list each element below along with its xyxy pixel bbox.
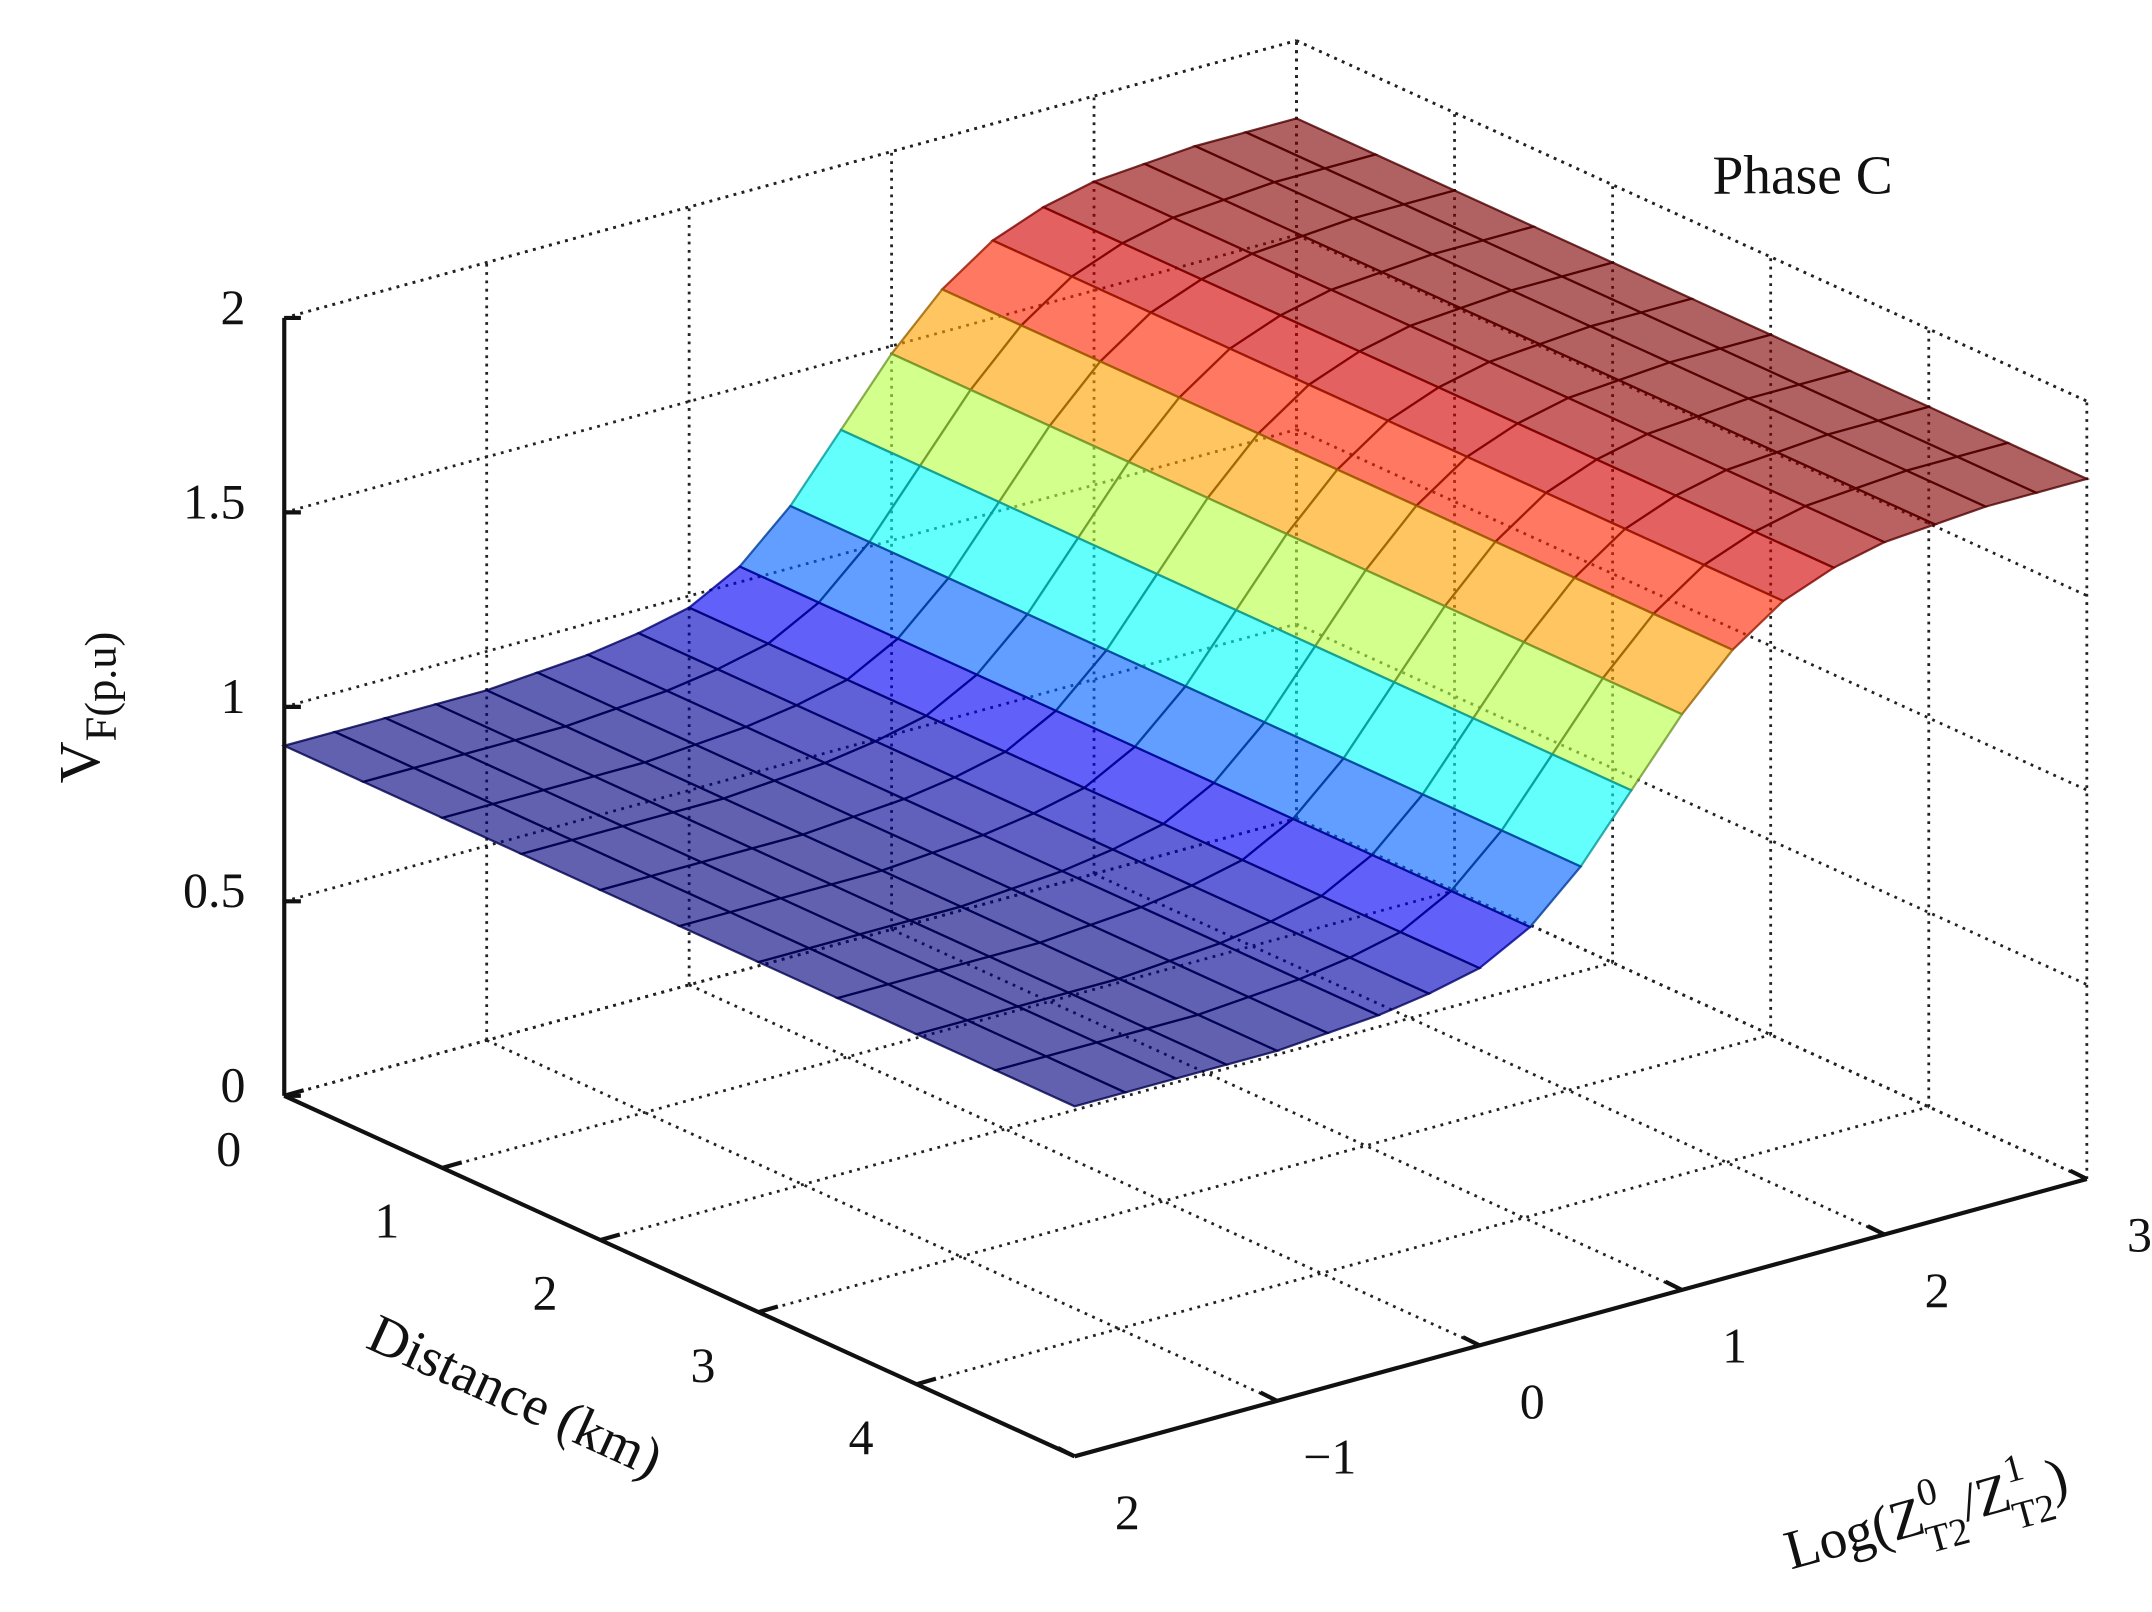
y-title-part: Log(Z	[1778, 1485, 1931, 1581]
x-tick	[757, 1304, 779, 1315]
x-tick	[283, 1088, 305, 1098]
y-tick-label: 2	[1115, 1485, 1140, 1540]
grid-line	[1295, 817, 2088, 1181]
grid-line	[1295, 622, 2088, 986]
grid-line	[600, 961, 1613, 1242]
y-axis-title: Log(Z0T2/Z1T2)	[1775, 1435, 2079, 1599]
grid-line	[486, 1039, 1278, 1403]
y-tick	[1057, 1446, 1076, 1459]
y-tick-label: 2	[1925, 1263, 1950, 1318]
y-axis	[1074, 1176, 2088, 1459]
x-tick	[599, 1232, 621, 1243]
x-axis-title: Distance (km)	[359, 1302, 672, 1488]
y-tick-label: 1	[1722, 1318, 1747, 1373]
y-tick-label: −1	[1303, 1429, 1356, 1484]
surface-cell	[992, 1055, 1129, 1108]
z-title-base: V	[47, 741, 112, 783]
y-tick	[1866, 1224, 1886, 1237]
x-tick-label: 4	[849, 1410, 874, 1465]
z-tick-label: 2	[220, 280, 245, 335]
grid-line	[758, 1033, 1772, 1314]
y-tick	[1461, 1335, 1481, 1348]
z-axis-title: VF(p.u)	[47, 632, 125, 784]
x-tick-label: 1	[374, 1194, 399, 1249]
z-title-sub: F(p.u)	[76, 632, 126, 742]
axis-layer: 0 0.5 1 1.5 2 0 1 2 3 4 2 −1 0 1 2 3	[183, 280, 2152, 1540]
x-tick-label: 3	[691, 1338, 716, 1393]
z-tick-label: 0.5	[183, 863, 245, 918]
x-tick-label: 0	[216, 1121, 241, 1176]
y-tick-label: 0	[1520, 1374, 1545, 1429]
z-tick-label: 0	[220, 1058, 245, 1113]
grid-line	[916, 1105, 1930, 1386]
annotation: Phase C	[1712, 144, 1892, 205]
y-tick	[1259, 1390, 1278, 1403]
grid-line	[688, 983, 1481, 1347]
grid-line	[891, 928, 1683, 1292]
x-tick-label: 2	[532, 1266, 557, 1321]
grid-line	[283, 39, 1297, 320]
grid-line	[1295, 39, 2088, 403]
x-tick	[915, 1376, 937, 1387]
y-tick	[1664, 1279, 1683, 1292]
y-tick	[2069, 1168, 2088, 1181]
x-tick	[441, 1160, 463, 1170]
y-tick-label: 3	[2127, 1207, 2152, 1262]
z-tick-label: 1	[220, 669, 245, 724]
surface-layer	[281, 117, 2091, 1108]
grid-line	[1093, 872, 1885, 1236]
z-tick-label: 1.5	[183, 474, 245, 529]
x-axis	[283, 1093, 1076, 1459]
